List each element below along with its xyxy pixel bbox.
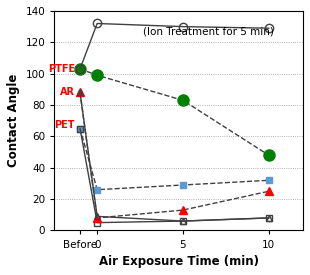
- PET-ArN2: [267, 179, 271, 182]
- PET-O2: [78, 127, 82, 130]
- PET-O2: [95, 221, 99, 224]
- PET-O2: [267, 216, 271, 219]
- Line: PTFE-O2: PTFE-O2: [76, 19, 273, 73]
- Line: Acrylic resine-ArN2: Acrylic resine-ArN2: [76, 88, 273, 222]
- PET-ArN2: [181, 183, 185, 187]
- X-axis label: Air Exposure Time (min): Air Exposure Time (min): [99, 255, 259, 268]
- Acrylic resine-O2: [181, 219, 185, 223]
- Line: PET-ArN2: PET-ArN2: [77, 125, 272, 193]
- PTFE-O2: [181, 25, 185, 28]
- Acrylic resine-ArN2: [95, 216, 99, 219]
- PTFE-ArN2: [267, 153, 271, 157]
- PET-O2: [181, 219, 185, 223]
- Text: PTFE: PTFE: [48, 64, 75, 74]
- Line: PET-O2: PET-O2: [77, 125, 272, 226]
- PET-ArN2: [95, 188, 99, 191]
- Acrylic resine-O2: [78, 91, 82, 94]
- Y-axis label: Contact Angle: Contact Angle: [7, 74, 20, 167]
- PTFE-O2: [78, 67, 82, 71]
- PTFE-O2: [95, 22, 99, 25]
- Acrylic resine-ArN2: [181, 208, 185, 212]
- Text: (Ion Treatment for 5 min): (Ion Treatment for 5 min): [143, 26, 274, 36]
- PTFE-ArN2: [181, 99, 185, 102]
- PTFE-ArN2: [95, 74, 99, 77]
- Acrylic resine-O2: [267, 216, 271, 219]
- Text: AR: AR: [60, 87, 75, 97]
- Acrylic resine-O2: [95, 215, 99, 218]
- PTFE-O2: [267, 27, 271, 30]
- Line: Acrylic resine-O2: Acrylic resine-O2: [77, 89, 272, 224]
- Text: PET: PET: [54, 120, 75, 130]
- Line: PTFE-ArN2: PTFE-ArN2: [74, 64, 274, 161]
- PET-ArN2: [78, 127, 82, 130]
- PTFE-ArN2: [78, 67, 82, 71]
- Acrylic resine-ArN2: [78, 91, 82, 94]
- Acrylic resine-ArN2: [267, 190, 271, 193]
